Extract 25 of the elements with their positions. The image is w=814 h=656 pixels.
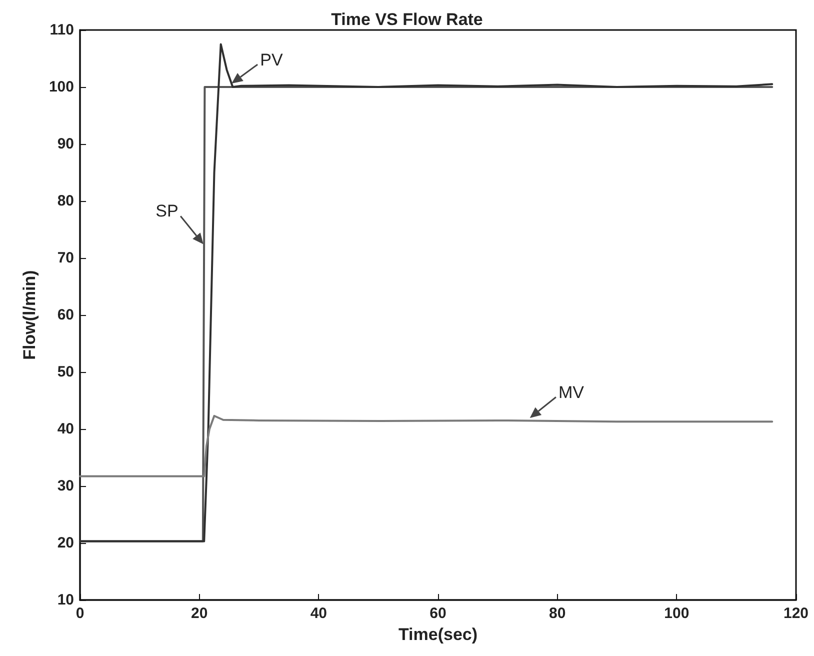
x-tick-label: 100: [664, 605, 690, 622]
y-tick-label: 60: [57, 306, 74, 324]
y-axis-title: Flow(l/min): [20, 270, 40, 360]
annotation: MV: [558, 382, 585, 402]
x-tick-label: 80: [548, 605, 566, 622]
y-tick-label: 50: [57, 364, 74, 380]
y-tick-label: 40: [57, 420, 74, 438]
y-tick-label: 30: [57, 478, 74, 494]
x-tick-label: 120: [783, 605, 809, 622]
y-tick-label: 70: [57, 250, 74, 266]
y-tick-label: 110: [50, 22, 74, 38]
y-tick-label: 20: [57, 534, 74, 552]
x-tick-label: 60: [430, 605, 446, 622]
annotation: PV: [260, 50, 284, 70]
y-tick-label: 80: [57, 192, 74, 210]
x-axis-title: Time(sec): [398, 624, 478, 644]
y-tick-label: 10: [57, 592, 74, 608]
x-tick-label: 0: [76, 605, 84, 622]
y-tick-label: 90: [57, 136, 74, 152]
x-tick-label: 20: [190, 605, 208, 622]
x-tick-label: 40: [310, 605, 328, 622]
line-series: [79, 414, 774, 478]
y-tick-label: 100: [48, 78, 74, 96]
chart-title: Time VS Flow Rate: [331, 10, 483, 29]
annotation: SP: [156, 202, 178, 221]
